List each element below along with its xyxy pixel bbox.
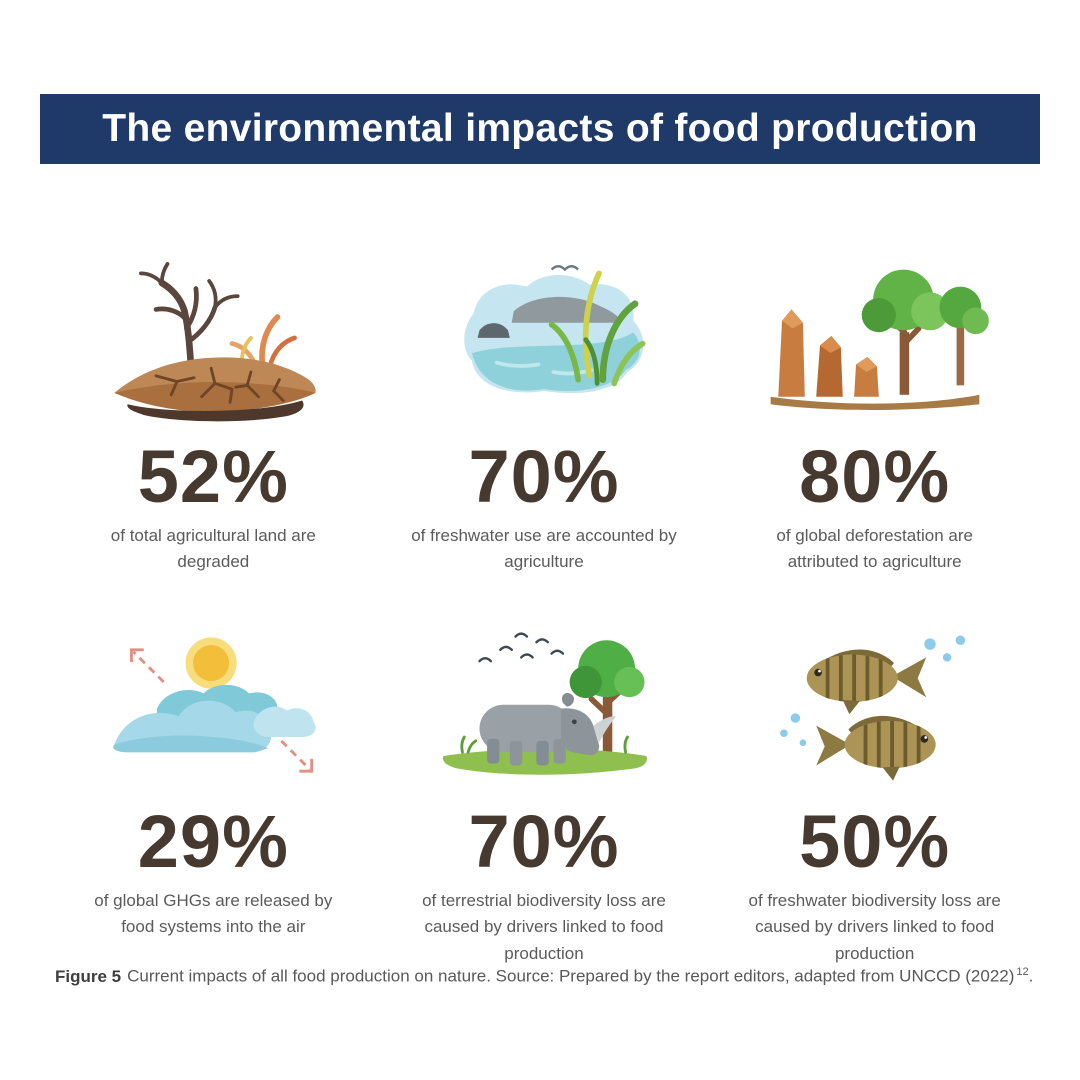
stat-freshwater-biodiversity: 50% of freshwater biodiversity loss are …	[709, 621, 1040, 967]
stat-label: of freshwater use are accounted by agric…	[411, 525, 677, 572]
stat-value: 80%	[799, 435, 951, 518]
stat-value: 70%	[468, 435, 620, 518]
stat-degraded-land: 52% of total agricultural land are degra…	[48, 256, 379, 575]
header-banner: The environmental impacts of food produc…	[40, 94, 1040, 164]
stat-label: of global GHGs are released by food syst…	[94, 891, 333, 937]
stat-label: of global deforestation are attributed t…	[776, 525, 973, 572]
stat-label: of freshwater biodiversity loss are caus…	[748, 891, 1001, 963]
stat-value: 52%	[137, 435, 289, 518]
stat-label: of terrestrial biodiversity loss are cau…	[422, 891, 666, 963]
figure-label: Figure 5	[55, 966, 122, 986]
caption-superscript: 12	[1016, 966, 1029, 978]
page-title: The environmental impacts of food produc…	[102, 107, 978, 150]
stat-value: 70%	[468, 800, 620, 884]
caption-text: Current impacts of all food production o…	[127, 966, 1015, 986]
freshwater-lake-icon	[430, 256, 658, 428]
stat-freshwater-use: 70% of freshwater use are accounted by a…	[379, 256, 710, 575]
stat-value: 50%	[799, 800, 951, 884]
deforestation-icon	[761, 256, 989, 428]
stat-global-ghgs: 29% of global GHGs are released by food …	[48, 621, 379, 967]
figure-caption: Figure 5 Current impacts of all food prod…	[55, 966, 1045, 987]
stat-deforestation: 80% of global deforestation are attribut…	[709, 256, 1040, 575]
rhino-tree-icon	[430, 621, 658, 793]
ghg-emissions-icon	[99, 621, 327, 793]
stat-label: of total agricultural land are degraded	[110, 525, 316, 572]
caption-period: .	[1028, 966, 1034, 986]
fish-icon	[761, 621, 989, 793]
stat-value: 29%	[137, 800, 289, 884]
degraded-land-icon	[99, 256, 327, 428]
stat-terrestrial-biodiversity: 70% of terrestrial biodiversity loss are…	[379, 621, 710, 967]
stats-grid: 52% of total agricultural land are degra…	[48, 256, 1040, 967]
